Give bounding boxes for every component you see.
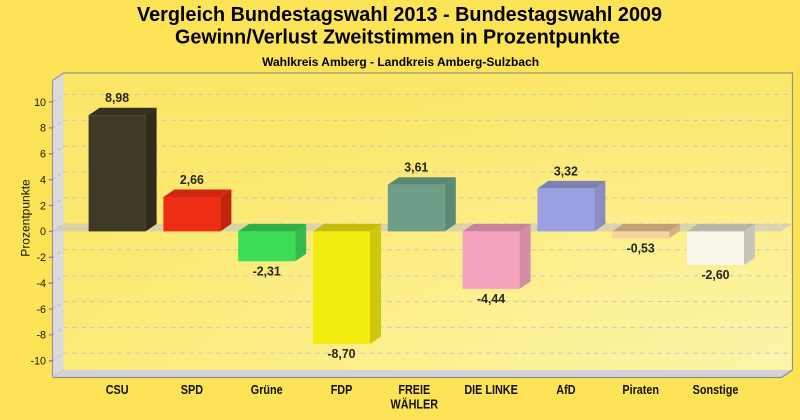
svg-text:FREIE: FREIE [398,382,430,397]
svg-text:4: 4 [40,174,46,186]
svg-text:-2,60: -2,60 [701,267,729,282]
svg-text:Gewinn/Verlust Zweitstimmen in: Gewinn/Verlust Zweitstimmen in Prozentpu… [175,27,620,49]
svg-text:-6: -6 [36,304,46,316]
svg-text:Grüne: Grüne [251,382,283,397]
svg-text:AfD: AfD [556,382,575,397]
svg-text:-8: -8 [36,330,46,342]
svg-text:-10: -10 [31,356,47,368]
svg-text:6: 6 [40,149,46,161]
svg-text:0: 0 [40,226,46,238]
svg-text:Wahlkreis Amberg - Landkreis A: Wahlkreis Amberg - Landkreis Amberg-Sulz… [262,55,539,69]
svg-text:8,98: 8,98 [105,90,129,105]
svg-text:-2: -2 [36,252,46,264]
svg-text:FDP: FDP [331,382,353,397]
svg-text:Piraten: Piraten [622,382,659,397]
svg-text:8: 8 [40,123,46,135]
svg-text:SPD: SPD [181,382,203,397]
svg-text:2: 2 [40,200,46,212]
svg-text:-0,53: -0,53 [627,241,655,256]
svg-text:-8,70: -8,70 [327,346,355,361]
svg-text:DIE LINKE: DIE LINKE [464,382,518,397]
svg-text:10: 10 [34,97,46,109]
svg-text:CSU: CSU [106,382,129,397]
svg-text:3,32: 3,32 [554,163,578,178]
svg-text:WÄHLER: WÄHLER [391,397,439,412]
svg-text:Vergleich Bundestagswahl 2013: Vergleich Bundestagswahl 2013 - Bundesta… [137,4,662,26]
svg-text:Sonstige: Sonstige [693,382,739,397]
svg-text:-4,44: -4,44 [477,291,506,306]
svg-text:3,61: 3,61 [404,160,428,175]
svg-text:Prozentpunkte: Prozentpunkte [18,179,32,257]
svg-text:-2,31: -2,31 [253,264,281,279]
svg-text:-4: -4 [36,278,46,290]
svg-text:2,66: 2,66 [180,172,204,187]
